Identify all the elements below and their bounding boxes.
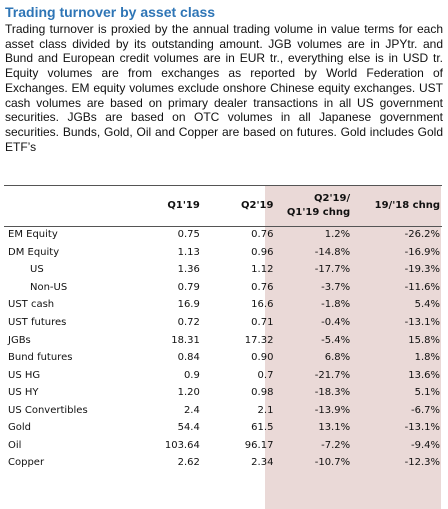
row-label: JGBs	[8, 334, 31, 346]
row-label: Copper	[8, 457, 45, 469]
cell-yoy-change: -11.6%	[404, 281, 440, 293]
table-row: JGBs 18.31 17.32 -5.4% 15.8%	[4, 331, 442, 349]
table-row: US 1.36 1.12 -17.7% -19.3%	[4, 261, 442, 279]
cell-yoy-change: -12.3%	[404, 457, 440, 469]
header-qoq-change: Q2'19/ Q1'19 chng	[273, 186, 350, 226]
cell-yoy-change: -6.7%	[410, 404, 440, 416]
cell-q2: 0.90	[251, 352, 274, 364]
row-label: Bund futures	[8, 352, 73, 364]
cell-yoy-change: -9.4%	[410, 439, 440, 451]
cell-qoq-change: 13.1%	[318, 422, 351, 434]
cell-q2: 2.34	[251, 457, 274, 469]
cell-q1: 54.4	[177, 422, 200, 434]
cell-qoq-change: -13.9%	[314, 404, 351, 416]
cell-q2: 96.17	[244, 439, 274, 451]
row-label: US	[30, 264, 44, 276]
cell-q2: 0.98	[251, 387, 274, 399]
table-row: Bund futures 0.84 0.90 6.8% 1.8%	[4, 349, 442, 367]
cell-qoq-change: 1.2%	[324, 229, 351, 241]
table-row: EM Equity 0.75 0.76 1.2% -26.2%	[4, 226, 442, 244]
cell-qoq-change: -1.8%	[321, 299, 351, 311]
cell-q1: 18.31	[171, 334, 200, 346]
row-label: Non-US	[30, 281, 68, 293]
table-row: Gold 54.4 61.5 13.1% -13.1%	[4, 419, 442, 437]
table-row: DM Equity 1.13 0.96 -14.8% -16.9%	[4, 244, 442, 262]
cell-q1: 0.9	[183, 369, 200, 381]
table-row: US HY 1.20 0.98 -18.3% 5.1%	[4, 384, 442, 402]
cell-q1: 2.4	[183, 404, 200, 416]
cell-qoq-change: -17.7%	[314, 264, 351, 276]
table-row: US Convertibles 2.4 2.1 -13.9% -6.7%	[4, 401, 442, 419]
table-header-row: Q1'19 Q2'19 Q2'19/ Q1'19 chng 19/'18 chn…	[4, 186, 442, 226]
header-label	[4, 186, 125, 226]
header-yoy-change: 19/'18 chng	[374, 200, 440, 211]
cell-yoy-change: -19.3%	[404, 264, 440, 276]
cell-yoy-change: -13.1%	[404, 317, 440, 328]
turnover-table: Q1'19 Q2'19 Q2'19/ Q1'19 chng 19/'18 chn…	[4, 186, 442, 472]
highlight-shading	[265, 186, 441, 509]
cell-q2: 16.6	[251, 299, 274, 311]
cell-yoy-change: 13.6%	[408, 369, 440, 381]
cell-qoq-change: 6.8%	[324, 352, 351, 364]
cell-q2: 61.5	[251, 422, 274, 434]
cell-q1: 0.75	[177, 229, 200, 241]
table-body: EM Equity 0.75 0.76 1.2% -26.2% DM Equity 1.13…	[4, 226, 442, 472]
row-label: EM Equity	[8, 229, 58, 241]
table-row: Copper 2.62 2.34 -10.7% -12.3%	[4, 454, 442, 472]
table-row: Non-US 0.79 0.76 -3.7% -11.6%	[4, 279, 442, 297]
row-label: UST cash	[8, 299, 55, 311]
cell-yoy-change: 5.4%	[414, 299, 440, 311]
cell-qoq-change: -21.7%	[314, 369, 351, 381]
cell-q2: 0.7	[257, 369, 274, 381]
cell-q1: 1.13	[177, 246, 200, 258]
row-label: US Convertibles	[8, 404, 88, 416]
table-row: US HG 0.9 0.7 -21.7% 13.6%	[4, 366, 442, 384]
cell-yoy-change: -13.1%	[404, 422, 440, 434]
cell-q2: 2.1	[257, 404, 274, 416]
cell-q1: 2.62	[177, 457, 200, 469]
cell-q1: 0.84	[177, 352, 200, 364]
cell-qoq-change: -5.4%	[321, 334, 351, 346]
header-qoq-line1: Q2'19/	[314, 193, 351, 204]
cell-yoy-change: 5.1%	[414, 387, 440, 399]
table-row: UST cash 16.9 16.6 -1.8% 5.4%	[4, 296, 442, 314]
page-title: Trading turnover by asset class	[5, 4, 216, 20]
row-label: US HY	[8, 387, 39, 399]
cell-qoq-change: -0.4%	[321, 317, 351, 328]
cell-q2: 0.71	[251, 317, 274, 328]
cell-qoq-change: -14.8%	[314, 246, 351, 258]
cell-q2: 1.12	[251, 264, 274, 276]
cell-yoy-change: 15.8%	[408, 334, 440, 346]
cell-qoq-change: -18.3%	[314, 387, 351, 399]
table-top-rule	[4, 185, 442, 186]
cell-q1: 1.36	[177, 264, 200, 276]
description-paragraph: Trading turnover is proxied by the annua…	[5, 22, 443, 154]
cell-q1: 0.79	[177, 281, 200, 293]
cell-q1: 1.20	[177, 387, 200, 399]
cell-q1: 0.72	[177, 317, 200, 328]
table-row: UST futures 0.72 0.71 -0.4% -13.1%	[4, 314, 442, 332]
cell-q1: 16.9	[177, 299, 200, 311]
table-header-rule	[4, 226, 442, 227]
cell-yoy-change: -16.9%	[404, 246, 440, 258]
cell-q2: 17.32	[244, 334, 274, 346]
header-q1: Q1'19	[167, 200, 200, 211]
cell-yoy-change: -26.2%	[404, 229, 440, 241]
row-label: Oil	[8, 439, 22, 451]
row-label: DM Equity	[8, 246, 60, 258]
row-label: UST futures	[8, 317, 67, 328]
cell-qoq-change: -7.2%	[321, 439, 351, 451]
cell-qoq-change: -10.7%	[314, 457, 351, 469]
row-label: Gold	[8, 422, 31, 434]
cell-q1: 103.64	[164, 439, 200, 451]
cell-q2: 0.96	[251, 246, 274, 258]
header-qoq-line2: Q1'19 chng	[286, 207, 351, 218]
table-row: Oil 103.64 96.17 -7.2% -9.4%	[4, 437, 442, 455]
cell-qoq-change: -3.7%	[321, 281, 351, 293]
cell-q2: 0.76	[251, 281, 274, 293]
row-label: US HG	[8, 369, 41, 381]
cell-q2: 0.76	[251, 229, 274, 241]
cell-yoy-change: 1.8%	[414, 352, 440, 364]
header-q2: Q2'19	[241, 200, 274, 211]
